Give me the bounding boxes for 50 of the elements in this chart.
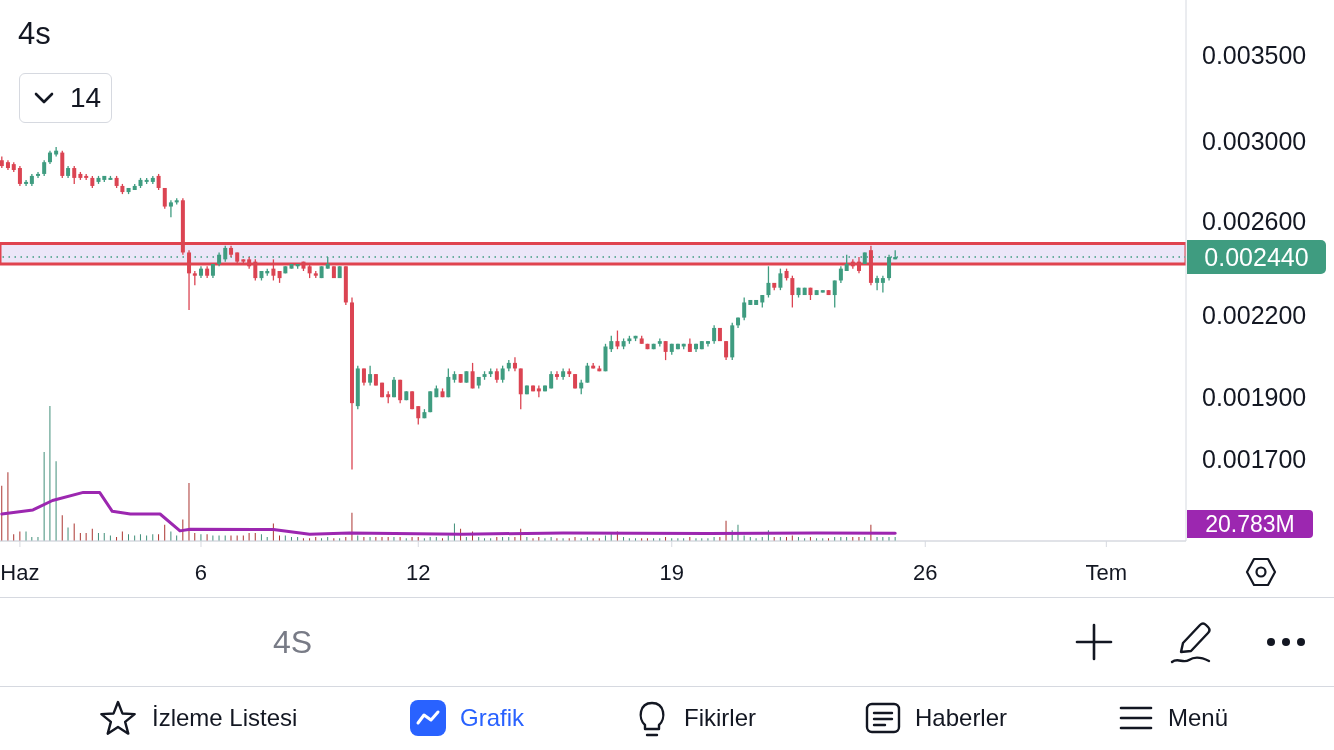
candlestick <box>766 265 771 299</box>
text: Grafik <box>460 704 525 732</box>
ref-line-label: 0.002440 <box>1187 240 1326 275</box>
x-tick-label: 12 <box>406 559 431 585</box>
text: 4S <box>273 623 313 661</box>
candlestick <box>790 275 795 309</box>
y-tick-label: 0.002200 <box>1202 300 1307 329</box>
text: Fikirler <box>684 704 756 732</box>
candlestick <box>17 165 22 187</box>
candlestick <box>446 367 451 398</box>
text: Menü <box>1168 704 1229 732</box>
candlestick <box>585 362 590 384</box>
candlestick <box>742 296 747 321</box>
dropdown-button: 14 <box>19 73 112 123</box>
candlestick <box>880 275 885 294</box>
x-tick-label: Tem <box>1085 559 1128 585</box>
candlestick <box>253 258 258 282</box>
x-tick-label: 19 <box>659 559 685 585</box>
candlestick <box>36 171 41 179</box>
candlestick <box>724 340 729 361</box>
candlestick <box>60 150 65 179</box>
x-tick-label: 26 <box>913 559 938 585</box>
text: Haberler <box>915 704 1008 732</box>
y-tick-label: 0.003000 <box>1202 127 1307 156</box>
y-tick-label: 0.002600 <box>1202 207 1307 236</box>
y-tick-label: 0.001700 <box>1202 445 1307 474</box>
candlestick <box>875 275 880 291</box>
y-tick-label: 0.003500 <box>1202 40 1307 69</box>
x-tick-label: 6 <box>194 559 208 585</box>
candlestick <box>271 258 276 282</box>
candlestick <box>24 179 29 187</box>
candlestick <box>832 279 837 309</box>
candlestick <box>615 329 620 350</box>
candlestick <box>368 365 373 387</box>
candlestick <box>554 370 559 381</box>
candlestick <box>168 199 173 218</box>
candlestick <box>512 356 517 372</box>
candlestick <box>187 249 192 311</box>
candlestick <box>778 267 783 291</box>
text: İzleme Listesi <box>152 704 298 732</box>
y-tick-label: 0.001900 <box>1202 383 1307 412</box>
candlestick <box>712 324 717 345</box>
candlestick <box>663 340 668 361</box>
x-tick-label: Haz <box>0 559 40 585</box>
candlestick <box>470 362 475 390</box>
text: 4s <box>18 15 51 53</box>
candlestick <box>416 405 421 426</box>
annotation: 14 <box>70 82 102 114</box>
candlestick <box>536 384 541 398</box>
text: 20.783M <box>1187 510 1313 538</box>
